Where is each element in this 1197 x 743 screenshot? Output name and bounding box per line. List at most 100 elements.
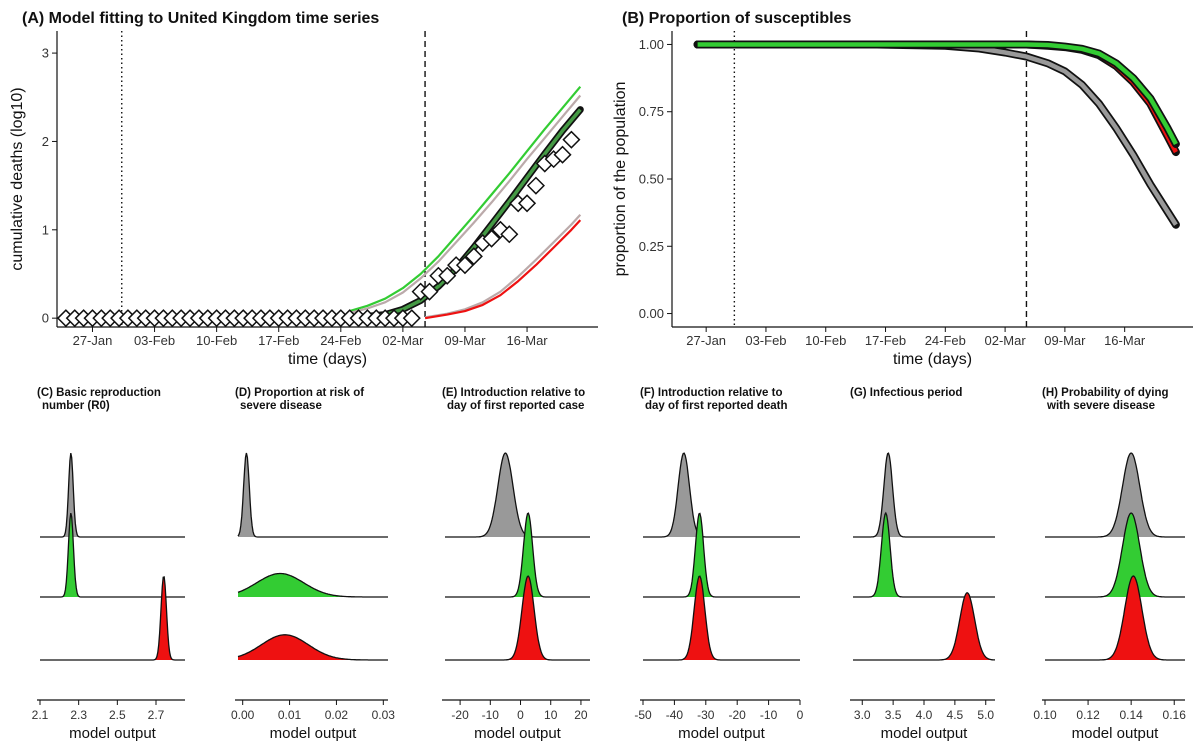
y-tick-label: 1	[42, 222, 49, 237]
observed-point	[420, 282, 439, 301]
series-line-green	[697, 42, 1178, 146]
x-tick-label: 0.14	[1119, 708, 1143, 722]
observed-point	[526, 176, 545, 195]
ridge-outline-gray	[853, 452, 995, 538]
x-tick-label: 20	[574, 708, 588, 722]
ridge-outline-red	[40, 576, 185, 661]
panel-D: (D) Proportion at risk of severe disease 0…	[231, 387, 395, 742]
x-tick-label: -10	[760, 708, 778, 722]
panel-title-line: (H) Probability of dying	[1042, 387, 1169, 399]
ridge-outline-green	[643, 512, 800, 598]
x-tick-label: -20	[451, 708, 469, 722]
ridge-outline-green	[1045, 512, 1185, 598]
ridge-outline-gray	[40, 452, 185, 538]
x-tick-label: 0.16	[1163, 708, 1187, 722]
panel-C: (C) Basic reproduction number (R0) 2.1 2.3 2…	[32, 387, 185, 742]
ridge-fill-green	[40, 513, 185, 597]
ridge-fill-gray	[238, 453, 388, 537]
x-tick-label: 0.10	[1033, 708, 1057, 722]
x-tick-label: 2.1	[32, 708, 49, 722]
x-tick-label: 0.12	[1076, 708, 1100, 722]
panel-title: (D) Proportion at risk of severe disease	[235, 387, 364, 412]
panel-G: (G) Infectious period 3.0 3.5 4.0 4.5 5.0 mode…	[850, 387, 995, 742]
observed-point	[491, 220, 510, 239]
x-axis-title: model output	[270, 725, 358, 742]
x-axis-title: model output	[881, 725, 969, 742]
ridge-fill-green	[238, 573, 388, 597]
x-tick-label: -40	[666, 708, 684, 722]
ridge-outline-red	[237, 634, 388, 661]
x-tick-label: 3.0	[854, 708, 871, 722]
x-tick-label: 17-Feb	[258, 333, 299, 348]
observed-point	[455, 256, 475, 275]
x-tick-label: 2.3	[70, 708, 87, 722]
y-tick-label: 0.75	[639, 104, 664, 119]
x-axis-title: model output	[1072, 725, 1160, 742]
x-tick-label: 03-Feb	[745, 333, 786, 348]
ridge-outline-gray	[1045, 452, 1185, 538]
series-line-green	[349, 85, 582, 313]
panel-title: (E) Introduction relative to day of first…	[442, 387, 585, 412]
series-outline-green	[693, 40, 1180, 148]
ridge-outline-green	[40, 512, 185, 598]
ridge-outline-gray	[445, 452, 590, 538]
panel-title-line: day of first reported death	[645, 400, 788, 412]
ridge-fill-red	[40, 577, 185, 660]
panel-B: (B) Proportion of susceptibles 27-Jan 03-F…	[612, 10, 1193, 368]
x-tick-label: 0	[517, 708, 524, 722]
x-tick-label: 0	[797, 708, 804, 722]
x-tick-label: 10	[544, 708, 558, 722]
x-tick-label: 3.5	[885, 708, 902, 722]
x-tick-label: 0.03	[372, 708, 396, 722]
x-tick-label: 24-Feb	[925, 333, 966, 348]
panel-title-line: with severe disease	[1046, 400, 1155, 412]
ridge-outline-green	[853, 511, 995, 598]
panel-title-line: (C) Basic reproduction	[37, 387, 161, 399]
observed-point	[553, 145, 572, 164]
y-tick-label: 3	[42, 46, 49, 61]
fit-series-line	[349, 108, 582, 320]
x-tick-label: 5.0	[977, 708, 994, 722]
x-tick-label: 02-Mar	[382, 333, 424, 348]
x-axis-title: time (days)	[893, 351, 972, 368]
x-tick-label: 0.00	[231, 708, 255, 722]
ridge-outline-red	[445, 575, 590, 661]
x-tick-label: -30	[697, 708, 715, 722]
ridge-fill-red	[853, 592, 995, 660]
panel-title-line: (D) Proportion at risk of	[235, 387, 364, 399]
x-tick-label: 02-Mar	[985, 333, 1027, 348]
panel-title: (F) Introduction relative to day of first…	[640, 387, 788, 412]
ridge-outline-green	[237, 572, 388, 598]
observed-point	[562, 130, 581, 149]
y-axis-title: cumulative deaths (log10)	[9, 87, 26, 270]
x-tick-label: 10-Feb	[805, 333, 846, 348]
series-line-gray_line	[349, 94, 582, 314]
ridge-fill-red	[445, 576, 590, 660]
series-line-red	[424, 219, 582, 320]
panel-F: (F) Introduction relative to day of first…	[634, 387, 803, 742]
observed-point	[464, 247, 483, 266]
x-tick-label: -20	[729, 708, 747, 722]
x-tick-label: -50	[634, 708, 652, 722]
panel-title-line: (E) Introduction relative to	[442, 387, 585, 399]
x-axis-title: time (days)	[288, 351, 367, 368]
x-tick-label: 16-Mar	[506, 333, 548, 348]
x-tick-label: 10-Feb	[196, 333, 237, 348]
x-axis-title: model output	[474, 725, 562, 742]
x-tick-label: 4.0	[916, 708, 933, 722]
x-tick-label: 2.5	[109, 708, 126, 722]
ridge-outline-red	[1045, 575, 1185, 661]
x-tick-label: 09-Mar	[444, 333, 486, 348]
ridge-fill-green	[853, 513, 995, 597]
x-tick-label: -10	[482, 708, 500, 722]
y-tick-label: 0.00	[639, 306, 664, 321]
fit-series-outline	[346, 106, 584, 322]
x-axis-title: model output	[69, 725, 157, 742]
y-tick-label: 0.50	[639, 172, 664, 187]
panel-title-line: day of first reported case	[447, 400, 584, 412]
x-tick-label: 2.7	[148, 708, 165, 722]
x-tick-label: 0.01	[278, 708, 302, 722]
y-tick-label: 0	[42, 311, 49, 326]
panel-E: (E) Introduction relative to day of first…	[442, 387, 590, 742]
